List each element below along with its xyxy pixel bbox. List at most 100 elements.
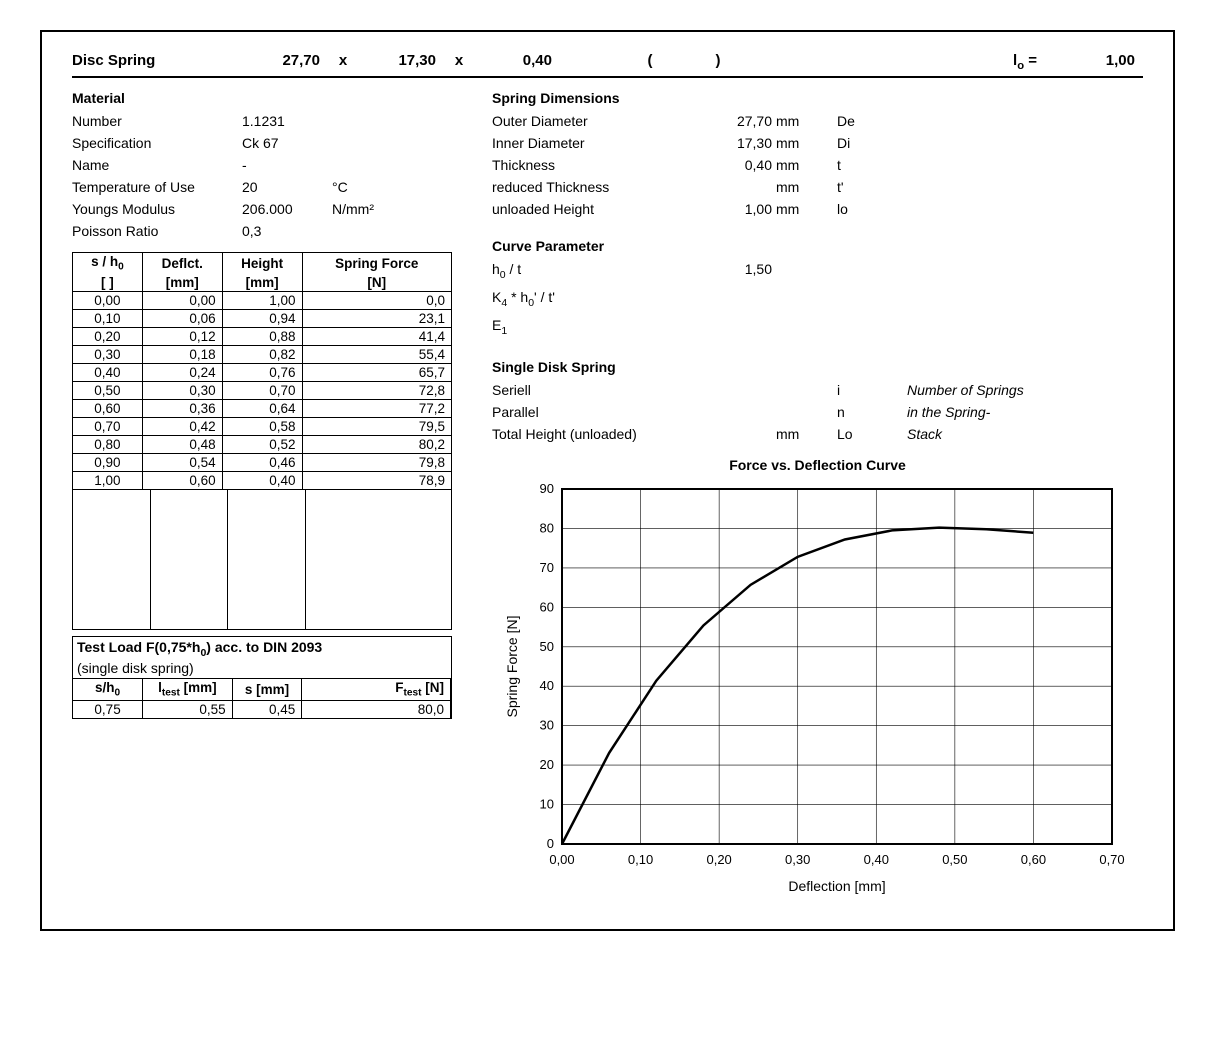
table-row: 0,400,240,7665,7: [73, 363, 452, 381]
dim-label: reduced Thickness: [492, 176, 692, 198]
header-val2: 17,30: [366, 52, 436, 69]
table-cell: 0,20: [73, 327, 143, 345]
table-cell: 0,70: [222, 381, 302, 399]
table-cell: 0,00: [73, 291, 143, 309]
dim-sym: t': [817, 176, 867, 198]
table-row: 0,700,420,5879,5: [73, 417, 452, 435]
svg-text:0,70: 0,70: [1099, 852, 1124, 867]
material-val: Ck 67: [242, 132, 332, 154]
data-table-head-bot: [ ][mm][mm][N]: [73, 274, 452, 292]
svg-text:30: 30: [540, 718, 554, 733]
curve-param-rows: h0 / t 1,50K4 * h0' / t' E1: [492, 258, 1143, 341]
dimension-row: reduced Thickness mm t': [492, 176, 1143, 198]
table-cell: 0,24: [142, 363, 222, 381]
table-row: 0,100,060,9423,1: [73, 309, 452, 327]
sd-sym: n: [817, 401, 867, 423]
material-unit: [332, 132, 392, 154]
table-row: 0,600,360,6477,2: [73, 399, 452, 417]
table-cell: 0,94: [222, 309, 302, 327]
material-unit: [332, 110, 392, 132]
sd-val: [692, 379, 772, 401]
cp-val: 1,50: [692, 258, 772, 286]
table-cell: 0,42: [142, 417, 222, 435]
material-val: 206.000: [242, 198, 332, 220]
material-label: Poisson Ratio: [72, 220, 242, 242]
empty-col-1: [73, 490, 151, 629]
svg-text:0,50: 0,50: [942, 852, 967, 867]
data-table-header: Spring Force: [302, 253, 452, 274]
table-cell: 0,76: [222, 363, 302, 381]
svg-text:0,30: 0,30: [785, 852, 810, 867]
table-cell: 1,00: [73, 471, 143, 489]
table-cell: 0,12: [142, 327, 222, 345]
table-cell: 0,36: [142, 399, 222, 417]
svg-text:50: 50: [540, 639, 554, 654]
test-cell: 0,55: [143, 701, 232, 719]
table-cell: 0,0: [302, 291, 452, 309]
data-table-body: 0,000,001,000,00,100,060,9423,10,200,120…: [73, 291, 452, 489]
svg-text:Deflection [mm]: Deflection [mm]: [788, 878, 885, 894]
dim-unit: mm: [772, 132, 817, 154]
dimension-row: Outer Diameter 27,70 mm De: [492, 110, 1143, 132]
svg-text:0,00: 0,00: [549, 852, 574, 867]
table-cell: 79,5: [302, 417, 452, 435]
dim-label: Outer Diameter: [492, 110, 692, 132]
svg-text:20: 20: [540, 758, 554, 773]
empty-col-2: [151, 490, 229, 629]
svg-text:60: 60: [540, 600, 554, 615]
table-row: 0,000,001,000,0: [73, 291, 452, 309]
test-cell: 0,75: [73, 701, 143, 719]
dimensions-title: Spring Dimensions: [492, 90, 1143, 106]
header-title: Disc Spring: [72, 52, 242, 69]
material-row: Number 1.1231: [72, 110, 472, 132]
table-row: 0,900,540,4679,8: [73, 453, 452, 471]
table-cell: 55,4: [302, 345, 452, 363]
material-row: Specification Ck 67: [72, 132, 472, 154]
table-cell: 72,8: [302, 381, 452, 399]
single-disk-row: Seriell i Number of Springs: [492, 379, 1143, 401]
test-load-block: Test Load F(0,75*h0) acc. to DIN 2093 (s…: [72, 636, 452, 719]
dimension-rows: Outer Diameter 27,70 mm DeInner Diameter…: [492, 110, 1143, 220]
table-row: 0,800,480,5280,2: [73, 435, 452, 453]
table-cell: 0,10: [73, 309, 143, 327]
dim-label: Thickness: [492, 154, 692, 176]
material-unit: [332, 154, 392, 176]
test-load-table: s/h0ltest [mm]s [mm]Ftest [N] 0,750,550,…: [73, 678, 451, 718]
page: Disc Spring 27,70 x 17,30 x 0,40 ( ) lo …: [40, 30, 1175, 931]
data-table: s / h0Deflct.HeightSpring Force [ ][mm][…: [72, 252, 452, 490]
header-val3: 0,40: [482, 52, 552, 69]
table-cell: 80,2: [302, 435, 452, 453]
material-val: 0,3: [242, 220, 332, 242]
table-cell: 0,88: [222, 327, 302, 345]
material-rows: Number 1.1231 Specification Ck 67 Name -…: [72, 110, 472, 242]
data-table-header-unit: [mm]: [222, 274, 302, 292]
curve-param-title: Curve Parameter: [492, 238, 1143, 254]
dim-unit: mm: [772, 110, 817, 132]
dim-val: 1,00: [692, 198, 772, 220]
material-val: -: [242, 154, 332, 176]
dim-sym: De: [817, 110, 867, 132]
cp-label: K4 * h0' / t': [492, 286, 692, 314]
data-table-head-top: s / h0Deflct.HeightSpring Force: [73, 253, 452, 274]
curve-param-row: E1: [492, 314, 1143, 342]
test-load-row: 0,750,550,4580,0: [73, 701, 451, 719]
data-table-header: s / h0: [73, 253, 143, 274]
dim-sym: t: [817, 154, 867, 176]
header-lo-val: 1,00: [1045, 52, 1135, 69]
test-cell: 80,0: [302, 701, 451, 719]
table-cell: 0,00: [142, 291, 222, 309]
single-disk-title: Single Disk Spring: [492, 359, 1143, 375]
table-cell: 0,48: [142, 435, 222, 453]
material-unit: [332, 220, 392, 242]
header-sep2: x: [444, 52, 474, 69]
data-table-header-unit: [mm]: [142, 274, 222, 292]
empty-col-3: [228, 490, 306, 629]
test-header: Ftest [N]: [302, 679, 451, 701]
sd-val: [692, 401, 772, 423]
sd-note: Stack: [867, 423, 942, 445]
material-row: Poisson Ratio 0,3: [72, 220, 472, 242]
sd-sym: Lo: [817, 423, 867, 445]
sd-note: Number of Springs: [867, 379, 1024, 401]
test-cell: 0,45: [232, 701, 302, 719]
dim-val: 27,70: [692, 110, 772, 132]
